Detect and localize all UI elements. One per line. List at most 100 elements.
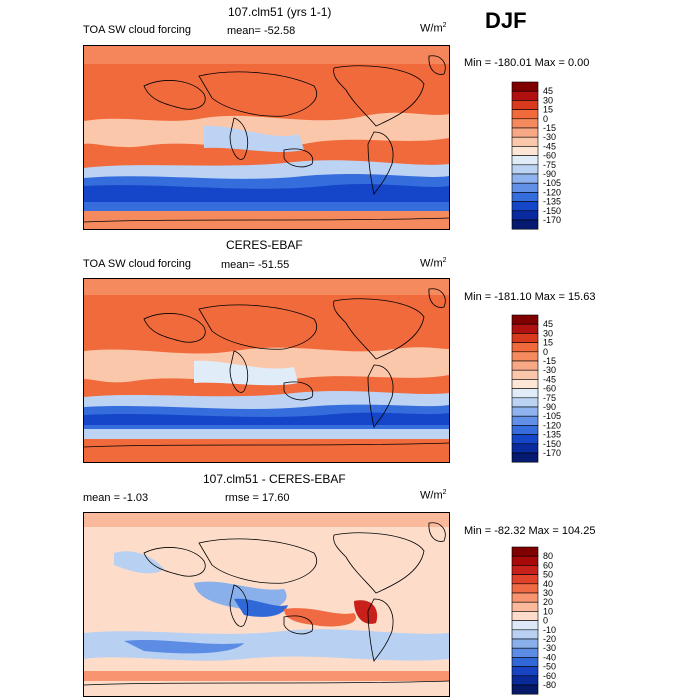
colorbar-tick-label: 30 — [543, 328, 553, 338]
colorbar-tick-label: -45 — [543, 141, 556, 151]
colorbar-tick-label: -90 — [543, 402, 556, 412]
colorbar-tick-label: 0 — [543, 114, 548, 124]
colorbar-swatch — [511, 684, 539, 695]
colorbar-tick-label: -105 — [543, 178, 561, 188]
colorbar-svg: 4530150-15-30-45-60-75-90-105-120-135-15… — [511, 81, 561, 230]
colorbar-tick-label: 0 — [543, 616, 548, 626]
colorbar-tick-label: 80 — [543, 551, 553, 561]
colorbar-tick-label: -170 — [543, 448, 561, 458]
colorbar-tick-label: -20 — [543, 634, 556, 644]
colorbar-tick-label: -105 — [543, 411, 561, 421]
colorbar-tick-label: -90 — [543, 169, 556, 179]
colorbar-tick-label: -75 — [543, 160, 556, 170]
colorbar-swatch — [511, 146, 539, 156]
colorbar-tick-label: -15 — [543, 123, 556, 133]
colorbar-swatch — [511, 415, 539, 426]
colorbar-swatch — [511, 219, 539, 230]
panel2-unit: W/m2 — [420, 257, 447, 270]
panel2-colorbar: 45 30 15 0 -15 -30 -45 -60 -75 -90 -105 -120 -135 -15… — [511, 314, 582, 464]
colorbar-swatch — [511, 601, 539, 612]
colorbar-swatch — [511, 675, 539, 686]
colorbar-tick-label: -30 — [543, 132, 556, 142]
colorbar-swatch — [511, 555, 539, 566]
colorbar-swatch — [511, 109, 539, 120]
colorbar-swatch — [511, 647, 539, 658]
colorbar-swatch — [511, 583, 539, 594]
colorbar-tick-label: -60 — [543, 151, 556, 161]
colorbar-tick-label: 30 — [543, 95, 553, 105]
colorbar-tick-label: -75 — [543, 393, 556, 403]
colorbar-tick-label: -30 — [543, 643, 556, 653]
colorbar-swatch — [511, 388, 539, 399]
colorbar-swatch — [511, 574, 539, 585]
panel2-mean: mean= -51.55 — [221, 259, 290, 271]
colorbar-swatch — [511, 155, 539, 166]
colorbar-swatch — [511, 443, 539, 454]
season-label: DJF — [485, 8, 527, 33]
colorbar-swatch — [511, 406, 539, 417]
colorbar-swatch — [511, 118, 539, 129]
colorbar-tick-label: 15 — [543, 105, 553, 115]
colorbar-tick-label: -10 — [543, 625, 556, 635]
panel1-minmax: Min = -180.01 Max = 0.00 — [464, 57, 590, 69]
colorbar-tick-label: 15 — [543, 338, 553, 348]
colorbar-tick-label: 40 — [543, 579, 553, 589]
panel1-unit: W/m2 — [420, 22, 447, 35]
colorbar-tick-label: -60 — [543, 384, 556, 394]
panel1-map — [83, 45, 450, 230]
colorbar-tick-label: -60 — [543, 671, 556, 681]
colorbar-swatch — [511, 192, 539, 202]
colorbar-swatch — [511, 452, 539, 463]
colorbar-tick-label: 45 — [543, 319, 553, 329]
colorbar-swatch — [511, 611, 539, 621]
colorbar-swatch — [511, 100, 539, 110]
colorbar-tick-label: -120 — [543, 187, 561, 197]
colorbar-tick-label: -135 — [543, 197, 561, 207]
panel2-variable: TOA SW cloud forcing — [83, 258, 192, 270]
colorbar-swatch — [511, 666, 539, 677]
panel3-unit: W/m2 — [420, 489, 447, 502]
colorbar-tick-label: 50 — [543, 570, 553, 580]
colorbar-swatch — [511, 342, 539, 353]
colorbar-swatch — [511, 360, 539, 371]
colorbar-tick-label: 60 — [543, 560, 553, 570]
colorbar-swatch — [511, 182, 539, 193]
colorbar-tick-label: -50 — [543, 662, 556, 672]
colorbar-tick-label: 10 — [543, 606, 553, 616]
colorbar-tick-label: -30 — [543, 365, 556, 375]
colorbar-tick-label: -40 — [543, 652, 556, 662]
colorbar-tick-label: 0 — [543, 347, 548, 357]
colorbar-swatch — [511, 620, 539, 631]
colorbar-swatch — [511, 127, 539, 138]
colorbar-tick-label: -170 — [543, 215, 561, 225]
colorbar-swatch — [511, 565, 539, 575]
colorbar-swatch — [511, 323, 539, 334]
colorbar-tick-label: -45 — [543, 374, 556, 384]
colorbar-swatch — [511, 425, 539, 435]
colorbar-swatch — [511, 210, 539, 221]
colorbar-swatch — [511, 629, 539, 640]
colorbar-swatch — [511, 173, 539, 184]
colorbar-svg: 4530150-15-30-45-60-75-90-105-120-135-15… — [511, 314, 561, 463]
colorbar-swatch — [511, 136, 539, 147]
colorbar-tick-label: -15 — [543, 356, 556, 366]
panel2-map — [83, 278, 450, 463]
colorbar-swatch — [511, 164, 539, 175]
colorbar-tick-label: 30 — [543, 588, 553, 598]
panel1-colorbar: 45 30 15 0 -15 -30 -45 -60 -75 -90 -105 -120 -135 -15… — [511, 81, 582, 231]
panel3-mean: mean = -1.03 — [83, 492, 149, 504]
panel1-mean: mean= -52.58 — [227, 25, 296, 37]
panel3-colorbar: 80 60 50 40 30 20 10 0 -10 -20 -30 -40 -50 -60 -80 — [511, 546, 582, 696]
panel1-variable: TOA SW cloud forcing — [83, 24, 192, 36]
panel2-title: CERES-EBAF — [226, 238, 303, 252]
panel3-rmse: rmse = 17.60 — [225, 492, 290, 504]
colorbar-swatch — [511, 657, 539, 667]
colorbar-tick-label: -135 — [543, 430, 561, 440]
colorbar-swatch — [511, 81, 539, 92]
colorbar-tick-label: -80 — [543, 680, 556, 690]
colorbar-tick-label: 45 — [543, 86, 553, 96]
colorbar-swatch — [511, 314, 539, 325]
panel3-map — [83, 512, 450, 697]
panel1-title: 107.clm51 (yrs 1-1) — [228, 5, 332, 19]
colorbar-swatch — [511, 90, 539, 101]
